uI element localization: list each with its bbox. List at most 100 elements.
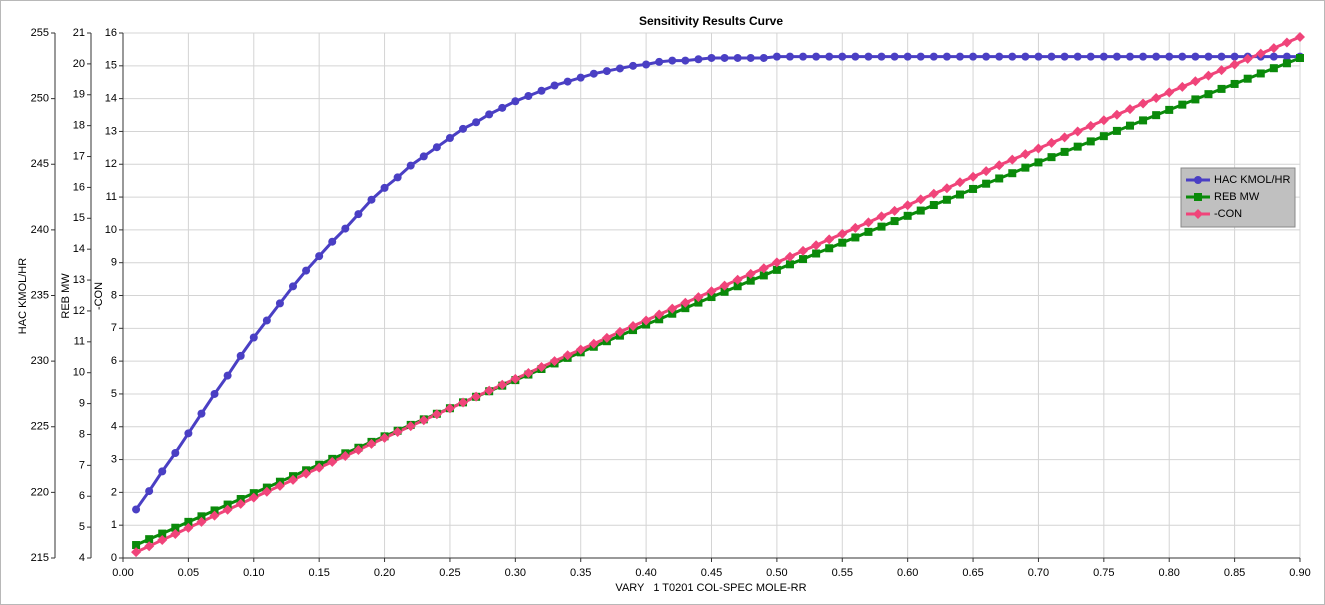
marker	[209, 510, 220, 521]
marker	[1194, 176, 1202, 184]
x-tick-label: 0.80	[1159, 567, 1180, 579]
y-tick-label: 18	[73, 120, 85, 132]
marker	[642, 60, 651, 69]
marker	[1243, 74, 1252, 83]
marker	[588, 338, 599, 349]
marker	[210, 506, 219, 515]
marker	[418, 415, 429, 426]
legend: HAC KMOL/HR REB MW -CON	[1180, 167, 1296, 228]
marker	[877, 222, 886, 231]
marker	[915, 194, 926, 205]
x-tick-label: 0.40	[635, 567, 656, 579]
marker	[890, 52, 899, 61]
marker	[145, 487, 154, 496]
marker	[864, 227, 873, 236]
marker	[328, 237, 337, 246]
marker	[811, 240, 822, 251]
marker	[1177, 81, 1188, 92]
marker	[184, 517, 193, 526]
marker	[1281, 37, 1292, 48]
y-tick-label: 255	[31, 27, 49, 39]
marker	[497, 379, 508, 390]
marker	[981, 166, 992, 177]
marker	[668, 56, 677, 65]
marker	[706, 286, 717, 297]
marker	[1008, 169, 1017, 178]
marker	[929, 201, 938, 210]
marker	[681, 56, 690, 65]
marker	[903, 211, 912, 220]
marker	[1112, 126, 1121, 135]
marker	[236, 351, 245, 360]
y-tick-label: 12	[73, 305, 85, 317]
marker	[589, 69, 598, 78]
marker	[929, 52, 938, 61]
y-tick-label: 240	[31, 224, 49, 236]
x-axis-title: VARY 1 T0201 COL-SPEC MOLE-RR	[615, 582, 806, 594]
x-tick-label: 0.70	[1028, 567, 1049, 579]
marker	[601, 332, 612, 343]
marker	[799, 255, 808, 264]
y-tick-label: 14	[105, 93, 117, 105]
marker	[1112, 52, 1121, 61]
marker	[537, 86, 546, 95]
marker	[1138, 98, 1149, 109]
marker	[825, 244, 834, 253]
marker	[1151, 92, 1162, 103]
marker	[614, 326, 625, 337]
x-tick-label: 0.10	[243, 567, 264, 579]
marker	[367, 195, 376, 204]
marker	[158, 529, 167, 538]
marker	[1217, 84, 1226, 93]
marker	[1296, 54, 1304, 63]
marker	[1060, 147, 1069, 156]
marker	[1217, 52, 1226, 61]
marker	[393, 173, 402, 182]
x-tick-label: 0.85	[1224, 567, 1245, 579]
marker	[759, 53, 768, 62]
marker	[1007, 154, 1018, 165]
x-tick-label: 0.55	[832, 567, 853, 579]
y-tick-label: 1	[111, 519, 117, 531]
x-tick-label: 0.30	[505, 567, 526, 579]
y-tick-label: 220	[31, 486, 49, 498]
x-tick-label: 0.35	[570, 567, 591, 579]
marker	[183, 522, 194, 533]
marker	[341, 224, 350, 233]
y-tick-label: 5	[79, 521, 85, 533]
x-tick-label: 0.50	[766, 567, 787, 579]
marker	[667, 303, 678, 314]
marker	[785, 260, 794, 269]
marker	[223, 371, 232, 380]
marker	[733, 282, 742, 291]
marker	[458, 397, 469, 408]
y-tick-label: 5	[111, 388, 117, 400]
marker	[301, 468, 312, 479]
marker	[472, 118, 481, 127]
marker	[171, 449, 180, 457]
marker	[1193, 209, 1203, 219]
marker	[1230, 79, 1239, 88]
marker	[249, 333, 258, 342]
y-tick-label: 14	[73, 243, 85, 255]
marker	[1072, 126, 1083, 137]
marker	[366, 438, 377, 449]
marker	[405, 421, 416, 432]
marker	[864, 52, 873, 61]
marker	[837, 228, 848, 239]
marker	[1165, 52, 1174, 61]
y-tick-label: 8	[79, 428, 85, 440]
marker	[132, 541, 141, 550]
y-tick-label: 225	[31, 421, 49, 433]
marker	[1230, 52, 1239, 61]
marker	[1034, 52, 1043, 61]
marker	[850, 222, 861, 233]
marker	[982, 52, 991, 61]
marker	[1164, 87, 1175, 98]
marker	[314, 462, 325, 473]
marker	[197, 409, 206, 418]
marker	[432, 143, 441, 152]
marker	[145, 535, 154, 544]
marker	[511, 97, 520, 106]
